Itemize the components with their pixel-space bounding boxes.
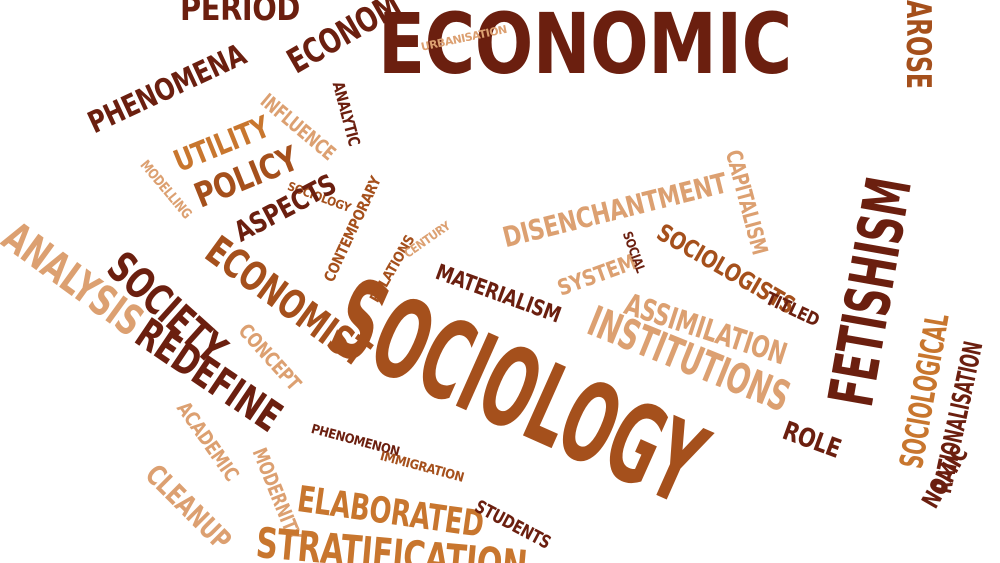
word-role: ROLE bbox=[778, 416, 845, 465]
word-capitalism: CAPITALISM bbox=[719, 147, 772, 258]
word-economic: ECONOMIC bbox=[378, 0, 792, 93]
word-period: PERIOD bbox=[180, 0, 300, 29]
word-arose: AROSE bbox=[898, 0, 938, 89]
word-analytic: ANALYTIC bbox=[328, 79, 364, 148]
word-immigration: IMMIGRATION bbox=[378, 449, 466, 486]
word-fetishism: FETISHISM bbox=[814, 172, 926, 412]
